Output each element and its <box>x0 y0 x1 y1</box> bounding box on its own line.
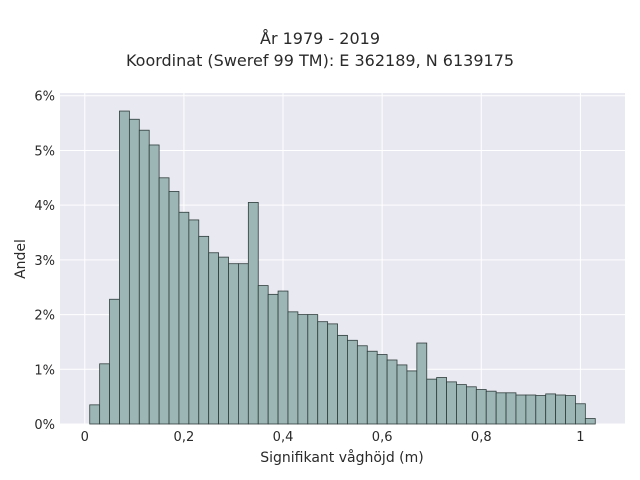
grid-lines <box>60 93 625 425</box>
histogram-bar <box>168 191 180 425</box>
histogram-bar <box>128 118 140 425</box>
histogram-bar <box>436 377 447 425</box>
y-tick-label: 6% <box>34 90 55 105</box>
histogram-bar <box>109 298 120 425</box>
histogram-bar <box>307 314 319 425</box>
y-tick-label: 4% <box>34 199 55 214</box>
histogram-bar <box>366 350 378 425</box>
histogram-bars <box>89 110 596 425</box>
x-tick-label: 0,8 <box>471 430 492 445</box>
histogram-bar <box>297 314 309 425</box>
histogram-bar <box>89 404 101 425</box>
histogram-bar <box>247 202 259 425</box>
x-tick-label: 0,6 <box>372 430 393 445</box>
y-tick-label: 1% <box>34 363 55 378</box>
histogram-bar <box>396 364 408 425</box>
histogram-bar <box>277 290 289 425</box>
histogram-bar <box>287 311 299 425</box>
histogram-bar <box>228 263 239 425</box>
histogram-bar <box>178 211 190 425</box>
y-tick-label: 2% <box>34 309 55 324</box>
chart-title: År 1979 - 2019 <box>260 29 380 48</box>
histogram-bar <box>327 323 338 425</box>
histogram-bar <box>456 384 467 425</box>
histogram-bar <box>148 144 160 425</box>
histogram-bar <box>208 252 219 425</box>
histogram-bar <box>158 177 170 425</box>
y-tick-label: 3% <box>34 254 55 269</box>
histogram-bar <box>198 235 210 425</box>
histogram-bar <box>575 403 586 425</box>
histogram-bar <box>337 334 348 425</box>
histogram-bar <box>356 345 368 425</box>
histogram-bar <box>347 339 358 425</box>
histogram-bar <box>555 394 566 425</box>
histogram-bar <box>317 321 329 425</box>
histogram-bar <box>376 354 388 425</box>
histogram-bar <box>218 256 229 425</box>
chart-subtitle: Koordinat (Sweref 99 TM): E 362189, N 61… <box>125 51 515 70</box>
histogram-bar <box>515 394 527 425</box>
histogram-bar <box>535 395 547 425</box>
histogram-bar <box>466 386 477 425</box>
histogram-bar <box>119 110 130 425</box>
histogram-bar <box>138 129 150 425</box>
histogram-bar <box>584 418 596 425</box>
y-axis-label: Andel <box>13 239 29 279</box>
histogram-bar <box>188 219 200 425</box>
histogram-bar <box>416 342 428 425</box>
histogram-bar <box>525 394 537 425</box>
x-tick-label: 0 <box>81 430 89 445</box>
histogram-bar <box>446 381 457 425</box>
histogram-bar <box>485 390 497 425</box>
histogram-bar <box>565 395 576 425</box>
histogram-bar <box>505 392 517 425</box>
tick-labels: 0% 1% 2% 3% 4% 5% 6% 0 0,2 0,4 0,6 0,8 1 <box>34 90 584 445</box>
histogram-bar <box>238 263 249 425</box>
histogram-bar <box>545 393 557 425</box>
histogram-bar <box>99 363 110 425</box>
histogram-bar <box>406 370 418 425</box>
histogram-bar <box>426 378 438 425</box>
x-tick-label: 0,2 <box>174 430 195 445</box>
y-tick-label: 0% <box>34 418 55 433</box>
histogram-bar <box>475 389 487 425</box>
histogram-bar <box>386 359 398 425</box>
x-axis-label: Signifikant våghöjd (m) <box>260 449 423 466</box>
histogram-bar <box>495 392 507 425</box>
x-tick-label: 1 <box>576 430 584 445</box>
histogram-bar <box>267 293 279 425</box>
y-tick-label: 5% <box>34 144 55 159</box>
x-tick-label: 0,4 <box>273 430 294 445</box>
histogram-bar <box>257 285 269 425</box>
